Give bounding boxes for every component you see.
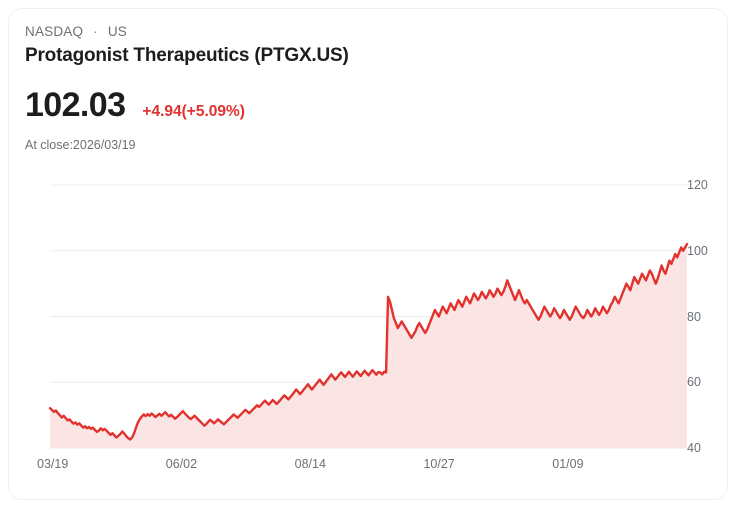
market-status-note: At close:2026/03/19: [25, 138, 136, 152]
price-chart[interactable]: 120 100 80 60 40 03/19 06/02 08/14 10/27 01/09: [9, 167, 728, 477]
price-change: +4.94(+5.09%): [142, 103, 245, 120]
page-title: Protagonist Therapeutics (PTGX.US): [25, 45, 349, 66]
exchange-name: NASDAQ: [25, 24, 84, 39]
y-axis-tick-label: 40: [687, 441, 701, 455]
region-label: US: [107, 24, 127, 39]
y-axis: 120 100 80 60 40: [687, 167, 727, 477]
y-axis-tick-label: 80: [687, 309, 701, 324]
x-axis-tick-label: 06/02: [165, 457, 198, 471]
y-axis-tick-label: 100: [687, 243, 708, 258]
x-axis: 03/19 06/02 08/14 10/27 01/09: [9, 456, 727, 476]
x-axis-tick-label: 08/14: [294, 457, 326, 471]
price-value: 102.03: [25, 86, 126, 124]
price-chart-svg[interactable]: [9, 167, 728, 477]
x-axis-tick-label: 10/27: [423, 457, 455, 471]
price-area-fill: [50, 244, 687, 448]
x-axis-tick-label: 01/09: [552, 457, 584, 471]
price-row: 102.03 +4.94(+5.09%): [25, 85, 711, 125]
exchange-row: NASDAQ · US: [25, 23, 711, 41]
price-line: [48, 242, 689, 441]
x-axis-tick-label: 03/19: [37, 457, 69, 471]
quote-header: NASDAQ · US Protagonist Therapeutics (PT…: [25, 23, 711, 153]
separator-dot: ·: [93, 24, 98, 39]
stock-quote-card: NASDAQ · US Protagonist Therapeutics (PT…: [8, 8, 728, 500]
y-axis-tick-label: 120: [687, 178, 708, 192]
y-axis-tick-label: 60: [687, 375, 701, 390]
